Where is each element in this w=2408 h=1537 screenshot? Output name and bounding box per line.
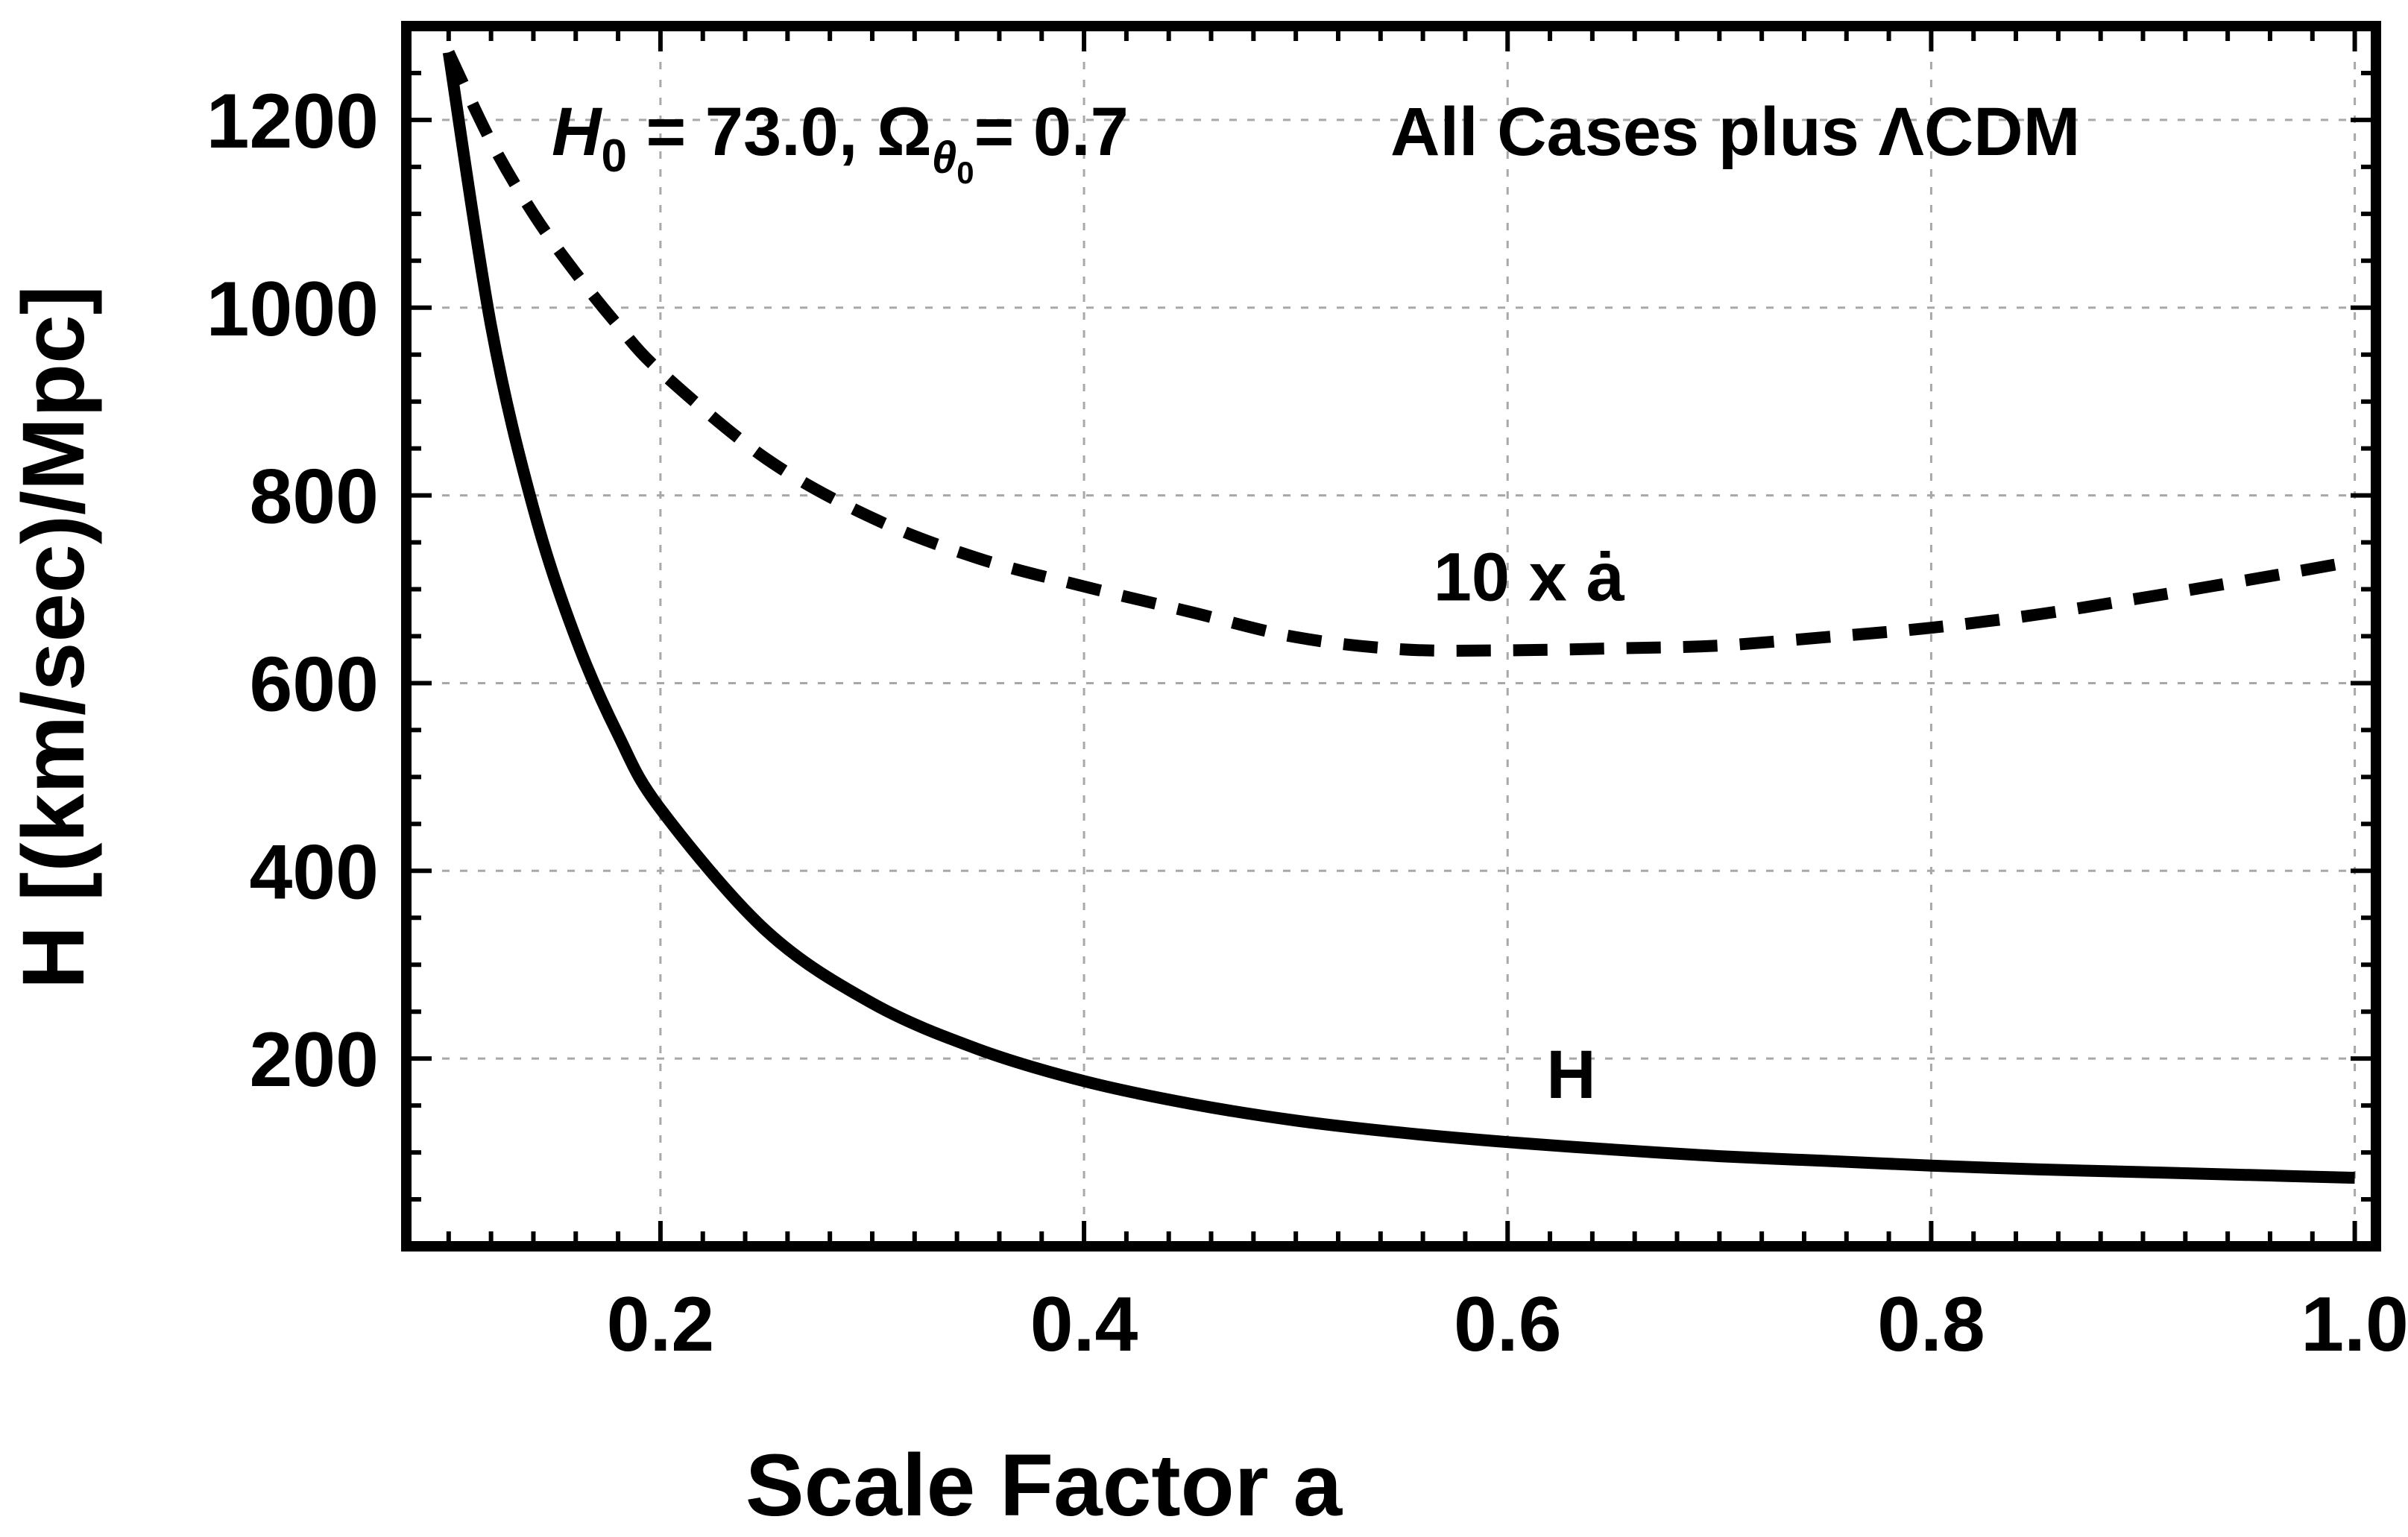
x-tick-label-0: 0.2 — [607, 1281, 715, 1368]
title-omega-value: = 0.7 — [974, 94, 1129, 170]
title-h0-value: = 73.0, — [627, 94, 877, 170]
x-tick-label-4: 1.0 — [2301, 1281, 2408, 1368]
y-tick-label-3: 800 — [249, 454, 379, 540]
title-omega-symbol: Ω — [877, 94, 932, 170]
x-tick-label-2: 0.6 — [1454, 1281, 1562, 1368]
x-tick-label-3: 0.8 — [1877, 1281, 1985, 1368]
label-layer: 0.2 0.4 0.6 0.8 1.0 200 400 600 800 1000 1200 10 x … — [207, 78, 2408, 1368]
chart-title-suffix: All Cases plus ΛCDM — [1390, 94, 2080, 170]
title-h0-subscript: 0 — [601, 130, 626, 182]
series-annotation-0: 10 x ȧ — [1434, 540, 1625, 616]
x-tick-label-1: 0.4 — [1030, 1281, 1138, 1368]
series-annotation-1: H — [1546, 1037, 1595, 1113]
title-h0-symbol: H — [552, 94, 603, 170]
frame-layer — [401, 21, 2381, 1252]
title-omega-subsubscript: 0 — [956, 155, 974, 190]
y-tick-label-2: 600 — [249, 641, 379, 728]
series-layer — [442, 49, 2356, 1184]
x-axis-title: Scale Factor a — [746, 1436, 1343, 1535]
y-tick-label-1: 400 — [249, 829, 379, 915]
y-tick-label-0: 200 — [249, 1017, 379, 1103]
tick-layer — [404, 24, 2376, 1249]
y-tick-label-4: 1000 — [207, 266, 379, 353]
y-tick-label-5: 1200 — [207, 78, 379, 165]
title-omega-subscript: θ — [932, 133, 956, 183]
grid-layer — [406, 26, 2376, 1246]
series-line-adot — [443, 49, 2356, 657]
plot-frame — [401, 21, 2381, 1252]
series-line-h — [442, 51, 2355, 1184]
chart-title: H0 = 73.0, Ωθ0= 0.7 — [552, 94, 1129, 190]
y-axis-title: H [(km/sec)/Mpc] — [4, 285, 103, 989]
